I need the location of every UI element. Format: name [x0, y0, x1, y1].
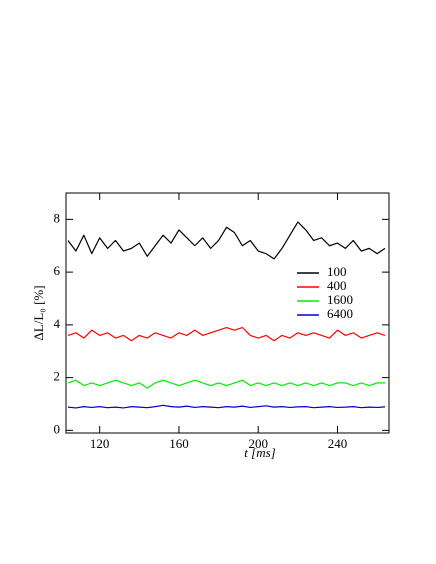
plot-frame: [65, 192, 390, 434]
x-tick-label: 240: [328, 436, 348, 451]
series-line: [67, 221, 386, 260]
legend-label: 1600: [327, 292, 353, 307]
y-tick-label: 6: [54, 263, 61, 278]
y-axis-label: ΔL/L₀ [%]: [31, 285, 46, 340]
legend-label: 400: [327, 278, 347, 293]
y-tick-label: 8: [54, 210, 61, 225]
series-line: [67, 379, 386, 389]
y-tick-label: 0: [54, 421, 61, 436]
x-tick-label: 200: [248, 436, 268, 451]
legend-label: 6400: [327, 306, 353, 321]
legend-label: 100: [327, 264, 347, 279]
series-line: [67, 404, 386, 409]
x-tick-label: 120: [90, 436, 110, 451]
x-axis-label: t [ms]: [244, 445, 275, 460]
series-line: [67, 326, 386, 342]
y-tick-label: 2: [54, 369, 61, 384]
x-tick-label: 160: [169, 436, 189, 451]
y-tick-label: 4: [54, 316, 61, 331]
